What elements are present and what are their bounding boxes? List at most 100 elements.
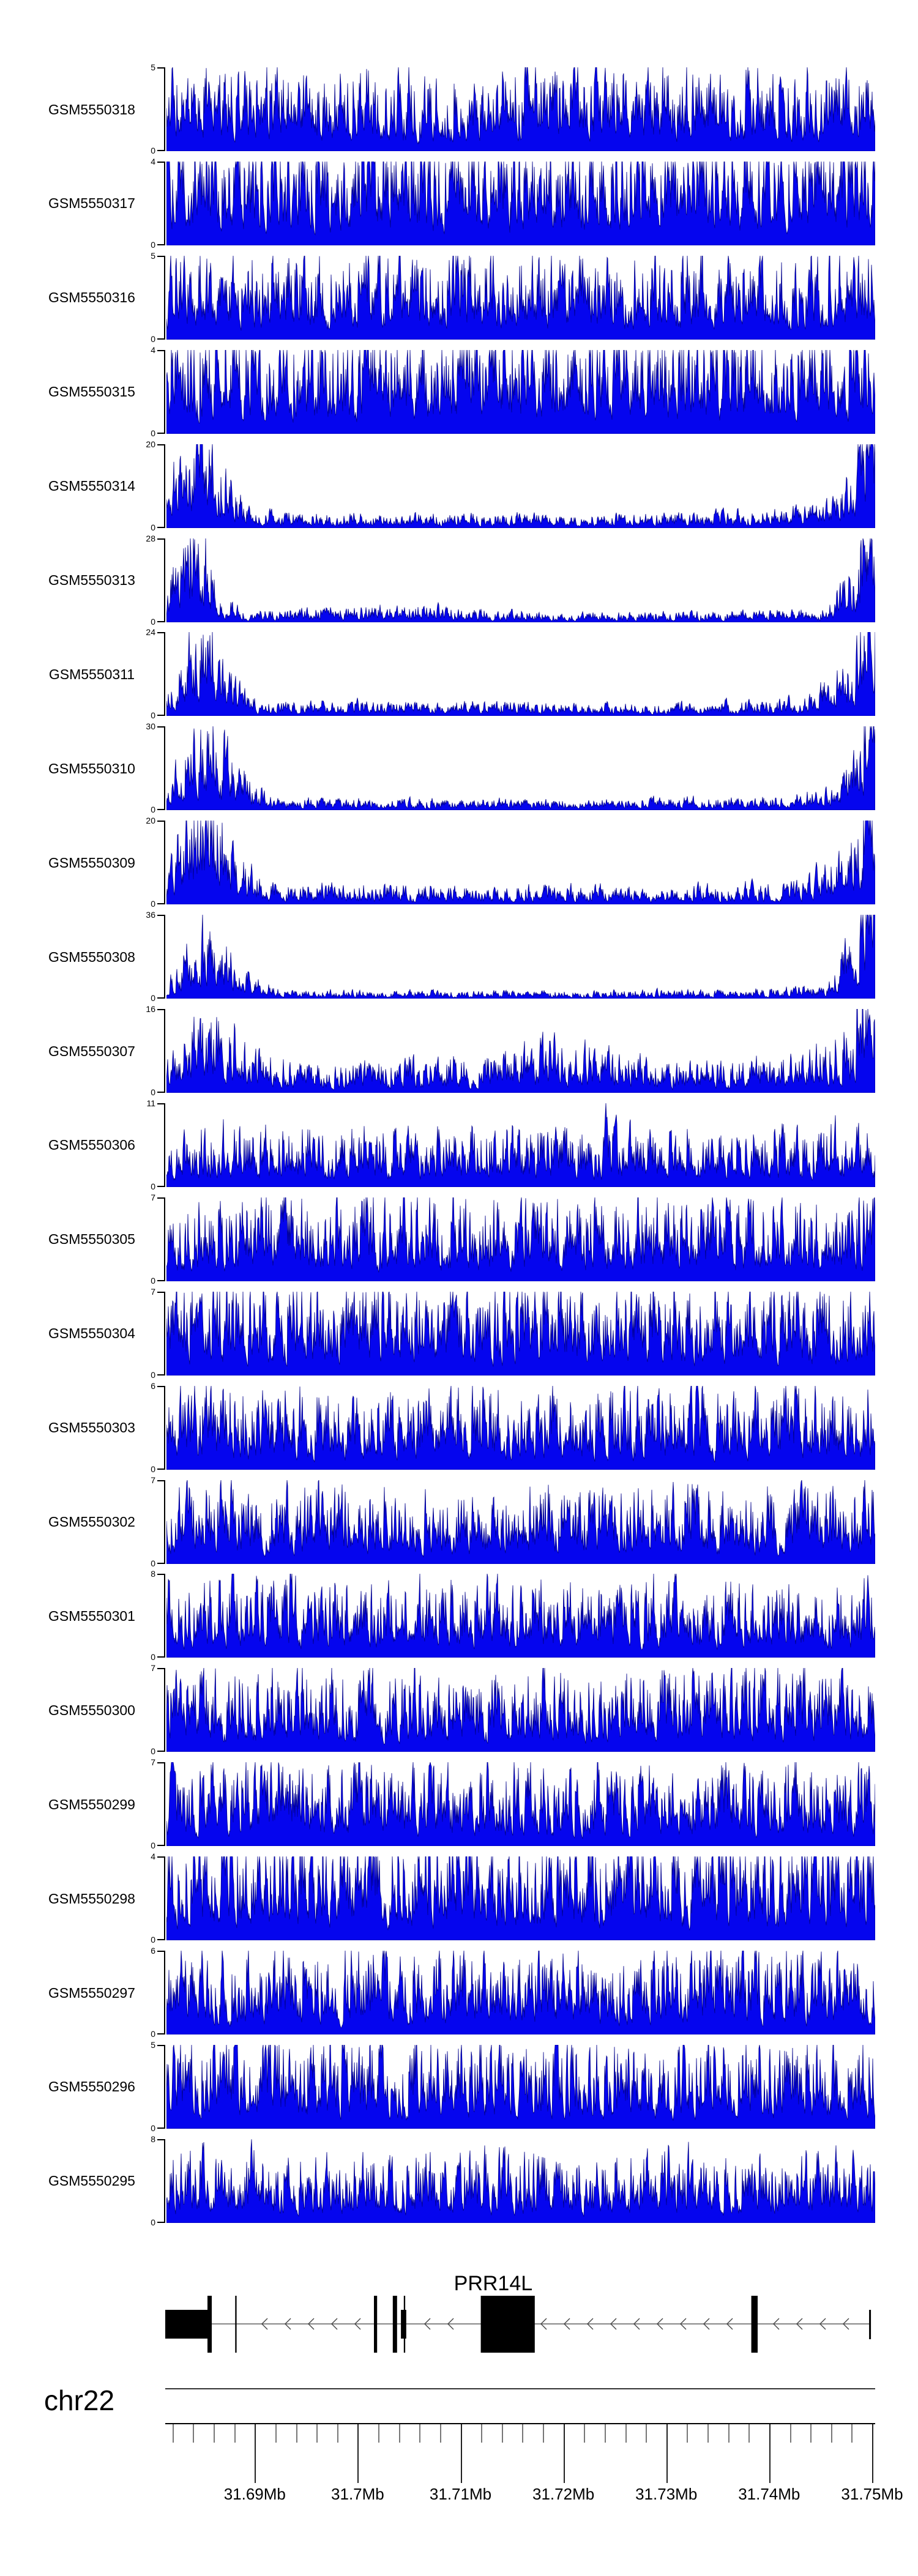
sample-label: GSM5550310 xyxy=(48,760,135,776)
axis-minor-tick xyxy=(728,2424,730,2443)
y-axis-top-tick xyxy=(157,255,165,257)
sample-label: GSM5550295 xyxy=(48,2173,135,2189)
y-axis-line xyxy=(164,2139,165,2223)
y-axis-line xyxy=(164,1668,165,1752)
signal-track-row: GSM5550302 7 0 xyxy=(0,1475,918,1574)
signal-track-row: GSM5550311 24 0 xyxy=(0,627,918,726)
y-axis-bottom-tick xyxy=(157,1845,165,1847)
axis-minor-tick xyxy=(604,2424,606,2443)
axis-tick-label: 31.75Mb xyxy=(841,2485,903,2503)
strand-arrow-left-icon xyxy=(680,2318,687,2330)
y-axis-top-tick xyxy=(157,1762,165,1764)
y-axis-max-label: 30 xyxy=(146,721,155,732)
y-axis-zero-label: 0 xyxy=(151,428,155,438)
axis-minor-tick xyxy=(172,2424,174,2443)
sample-label: GSM5550302 xyxy=(48,1514,135,1530)
y-axis-top-tick xyxy=(157,67,165,69)
coverage-histogram xyxy=(166,1009,875,1093)
y-axis-max-label: 8 xyxy=(151,2134,155,2144)
y-axis-line xyxy=(164,821,165,905)
coverage-area xyxy=(166,1103,875,1187)
y-axis-top-tick xyxy=(157,821,165,822)
y-axis-top-tick xyxy=(157,1197,165,1199)
y-axis-zero-label: 0 xyxy=(151,1464,155,1474)
coverage-area xyxy=(166,1291,875,1375)
y-axis-max-label: 7 xyxy=(151,1192,155,1202)
sample-label: GSM5550311 xyxy=(48,666,135,682)
y-axis-max-label: 6 xyxy=(151,1946,155,1956)
coverage-histogram xyxy=(166,1197,875,1281)
y-axis-line xyxy=(164,1951,165,2034)
signal-track-row: GSM5550307 16 0 xyxy=(0,1004,918,1103)
signal-track-row: GSM5550308 36 0 xyxy=(0,910,918,1009)
axis-minor-tick xyxy=(337,2424,338,2443)
y-axis-max-label: 24 xyxy=(146,627,155,638)
axis-minor-tick xyxy=(481,2424,483,2443)
coverage-histogram xyxy=(166,726,875,811)
axis-major-tick xyxy=(357,2424,359,2483)
sample-label: GSM5550315 xyxy=(48,384,135,400)
y-axis-bottom-tick xyxy=(157,338,165,340)
signal-track-row: GSM5550315 4 0 xyxy=(0,345,918,444)
y-axis-max-label: 20 xyxy=(146,816,155,826)
y-axis-bottom-tick xyxy=(157,1468,165,1470)
strand-arrow-left-icon xyxy=(610,2318,617,2330)
y-axis-zero-label: 0 xyxy=(151,333,155,344)
y-axis-bottom-tick xyxy=(157,1656,165,1658)
axis-minor-tick xyxy=(830,2424,832,2443)
coverage-histogram xyxy=(166,821,875,905)
coverage-histogram xyxy=(166,161,875,245)
y-axis-zero-label: 0 xyxy=(151,1275,155,1286)
y-axis-top-tick xyxy=(157,1385,165,1387)
coverage-histogram xyxy=(166,1762,875,1847)
y-axis-line xyxy=(164,255,165,340)
y-axis-zero-label: 0 xyxy=(151,1841,155,1851)
gene-model-track xyxy=(165,2296,871,2353)
coverage-area xyxy=(166,1668,875,1752)
signal-track-row: GSM5550298 4 0 xyxy=(0,1852,918,1951)
y-axis-line xyxy=(164,1385,165,1470)
coverage-area xyxy=(166,161,875,245)
axis-tick-label: 31.71Mb xyxy=(429,2485,492,2503)
strand-arrow-left-icon xyxy=(285,2318,291,2330)
coverage-area xyxy=(166,1197,875,1281)
coverage-area xyxy=(166,726,875,811)
exon-box xyxy=(235,2296,237,2353)
y-axis-max-label: 5 xyxy=(151,250,155,261)
axis-minor-tick xyxy=(810,2424,812,2443)
y-axis-max-label: 36 xyxy=(146,910,155,920)
y-axis-line xyxy=(164,2044,165,2129)
y-axis-zero-label: 0 xyxy=(151,1558,155,1568)
y-axis-max-label: 4 xyxy=(151,1852,155,1862)
y-axis-zero-label: 0 xyxy=(151,2029,155,2039)
axis-minor-tick xyxy=(275,2424,277,2443)
sample-label: GSM5550300 xyxy=(48,1702,135,1718)
coverage-area xyxy=(166,1856,875,1941)
coverage-area xyxy=(166,255,875,340)
y-axis-zero-label: 0 xyxy=(151,2123,155,2133)
y-axis-zero-label: 0 xyxy=(151,2217,155,2227)
sample-label: GSM5550301 xyxy=(48,1607,135,1624)
y-axis-bottom-tick xyxy=(157,620,165,622)
y-axis-top-tick xyxy=(157,1009,165,1010)
y-axis-top-tick xyxy=(157,726,165,728)
y-axis-zero-label: 0 xyxy=(151,1746,155,1757)
axis-minor-tick xyxy=(193,2424,195,2443)
sample-label: GSM5550317 xyxy=(48,195,135,212)
sample-label: GSM5550309 xyxy=(48,854,135,871)
coverage-area xyxy=(166,444,875,528)
y-axis-max-label: 4 xyxy=(151,344,155,355)
y-axis-bottom-tick xyxy=(157,715,165,717)
coverage-histogram xyxy=(166,1103,875,1187)
y-axis-top-tick xyxy=(157,1668,165,1670)
separator-line xyxy=(165,2388,875,2389)
axis-minor-tick xyxy=(646,2424,647,2443)
y-axis-bottom-tick xyxy=(157,1185,165,1187)
y-axis-zero-label: 0 xyxy=(151,1369,155,1380)
y-axis-top-tick xyxy=(157,1480,165,1481)
coverage-histogram xyxy=(166,67,875,151)
strand-arrow-left-icon xyxy=(726,2318,733,2330)
strand-arrow-left-icon xyxy=(424,2318,431,2330)
strand-arrow-left-icon xyxy=(819,2318,826,2330)
axis-major-tick xyxy=(769,2424,771,2483)
